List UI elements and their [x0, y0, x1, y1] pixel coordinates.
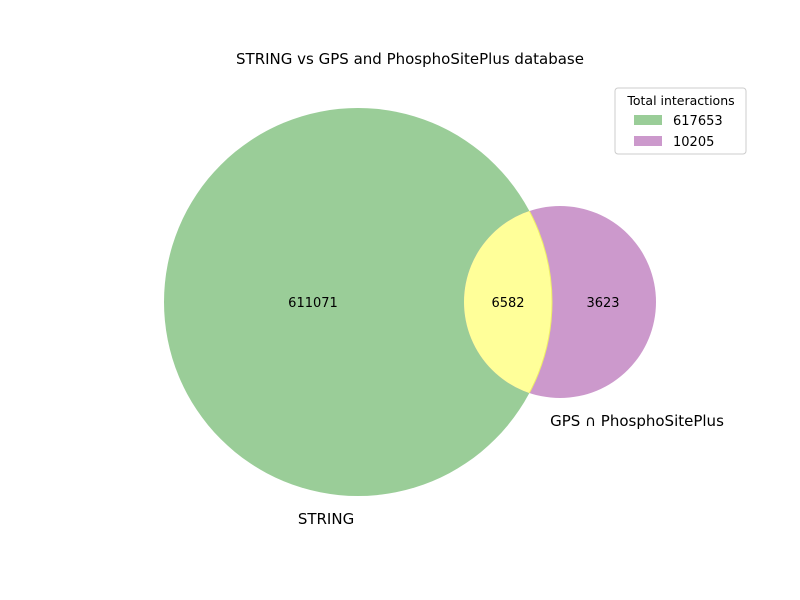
overlap-count: 6582 — [491, 296, 524, 311]
legend-label-string: 617653 — [673, 114, 723, 129]
string-only-count: 611071 — [288, 296, 338, 311]
string-set-label: STRING — [298, 510, 354, 528]
legend-label-gps: 10205 — [673, 135, 714, 150]
gps-set-label: GPS ∩ PhosphoSitePlus — [550, 412, 724, 430]
legend: Total interactions 617653 10205 — [614, 87, 747, 155]
legend-swatch-string — [634, 115, 662, 125]
gps-only-count: 3623 — [586, 296, 619, 311]
string-set-circle — [164, 108, 552, 496]
overlap-region — [464, 206, 553, 398]
legend-swatch-gps — [634, 136, 662, 146]
legend-title: Total interactions — [626, 93, 734, 108]
diagram-title: STRING vs GPS and PhosphoSitePlus databa… — [236, 50, 584, 68]
